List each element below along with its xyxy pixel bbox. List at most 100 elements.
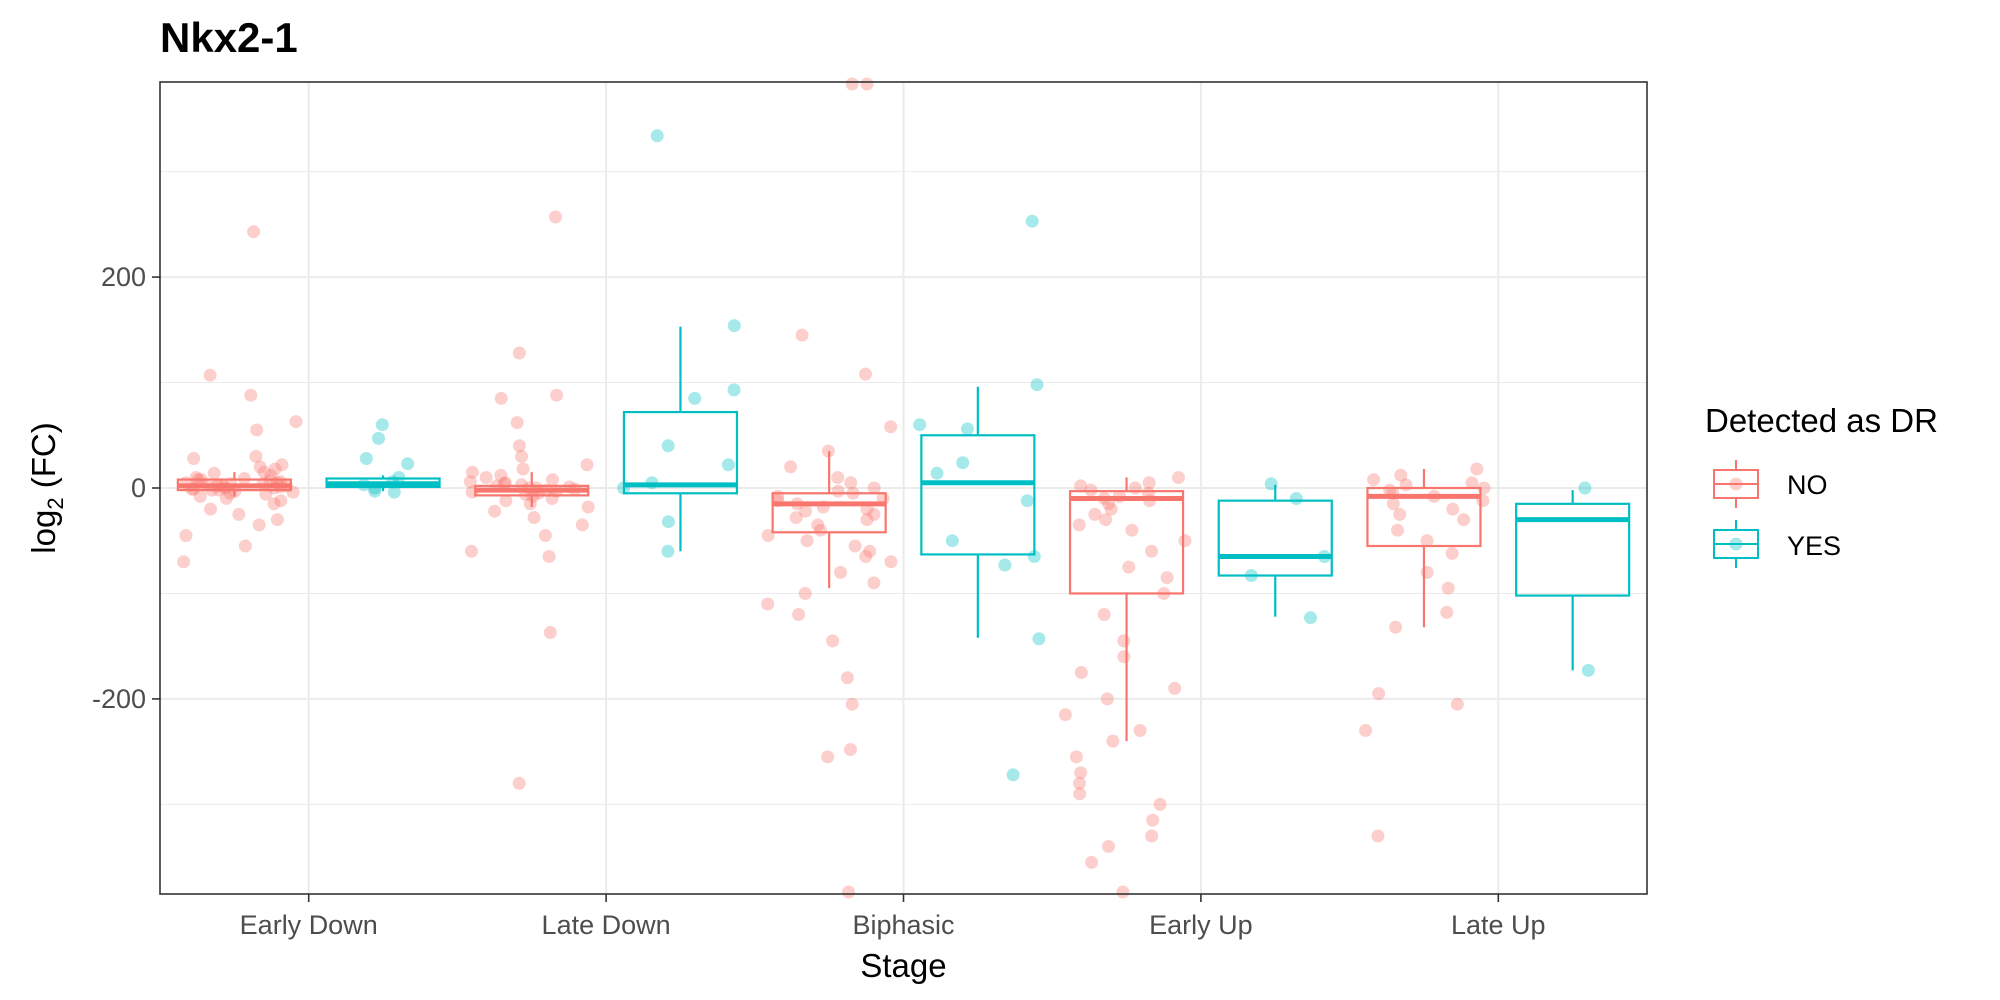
data-point-no — [543, 626, 557, 639]
data-point-no — [884, 555, 898, 569]
data-point-no — [207, 466, 221, 480]
data-point-no — [1097, 608, 1111, 621]
data-point-no — [1128, 481, 1142, 495]
x-tick-label: Late Down — [542, 910, 671, 940]
data-point-no — [512, 776, 526, 790]
box-yes — [622, 326, 739, 552]
data-point-no — [1122, 560, 1136, 574]
y-tick-label: 0 — [131, 473, 146, 503]
box-yes — [1217, 484, 1333, 617]
data-point-yes — [688, 391, 702, 405]
data-point-no — [515, 449, 529, 463]
data-point-no — [798, 587, 812, 600]
data-point-yes — [721, 458, 735, 472]
data-point-no — [250, 423, 264, 437]
box-no — [1366, 469, 1482, 628]
data-point-no — [1441, 581, 1455, 595]
data-point-no — [1446, 502, 1460, 516]
data-point-no — [844, 743, 857, 756]
legend-item-yes[interactable]: YES — [1713, 520, 1841, 568]
data-point-no — [479, 471, 493, 484]
box-iqr — [1068, 490, 1185, 595]
box-yes — [920, 386, 1036, 638]
data-point-yes — [998, 558, 1012, 572]
data-point-no — [580, 458, 594, 472]
data-point-yes — [1581, 663, 1595, 677]
data-point-no — [498, 477, 511, 491]
data-point-no — [1391, 523, 1404, 537]
data-point-no — [1367, 473, 1381, 487]
data-point-no — [1072, 518, 1086, 532]
data-point-yes — [401, 457, 415, 471]
data-point-no — [867, 507, 881, 521]
data-point-no — [821, 750, 835, 764]
data-point-no — [581, 500, 595, 514]
legend-item-no[interactable]: NO — [1713, 460, 1828, 508]
box-iqr — [1515, 502, 1631, 597]
data-point-no — [859, 367, 872, 381]
data-point-no — [550, 388, 564, 402]
box-iqr — [1366, 486, 1482, 548]
y-tick-label: 200 — [101, 262, 146, 292]
data-point-no — [859, 550, 873, 563]
data-point-yes — [1027, 550, 1041, 563]
data-point-no — [193, 489, 207, 503]
data-point-yes — [1289, 492, 1303, 505]
data-point-no — [545, 492, 559, 505]
legend-label-yes: YES — [1787, 531, 1841, 561]
legend: Detected as DR NO YES — [1705, 402, 1938, 568]
data-point-no — [249, 449, 263, 463]
data-point-no — [523, 497, 537, 511]
box-no — [771, 451, 887, 589]
data-point-no — [1085, 855, 1099, 869]
data-point-no — [516, 462, 530, 476]
data-point-yes — [930, 466, 944, 480]
x-tick-label: Late Up — [1451, 910, 1546, 940]
data-point-no — [1420, 534, 1434, 548]
data-point-no — [1117, 634, 1131, 648]
data-point-yes — [372, 431, 385, 445]
data-point-no — [575, 518, 589, 532]
box-no — [474, 472, 590, 507]
data-point-yes — [1025, 214, 1039, 228]
data-point-no — [512, 346, 526, 360]
data-point-no — [1145, 829, 1159, 843]
data-point-no — [1372, 687, 1386, 701]
data-point-no — [1069, 750, 1083, 764]
data-point-no — [1420, 565, 1434, 579]
data-point-no — [187, 452, 201, 465]
data-point-no — [1074, 666, 1088, 679]
data-point-no — [494, 468, 508, 482]
data-point-no — [203, 368, 217, 382]
data-point-yes — [960, 422, 974, 436]
box-no — [176, 472, 292, 497]
data-point-no — [842, 885, 855, 899]
data-point-no — [1386, 497, 1400, 511]
data-point-no — [465, 465, 479, 479]
data-point-no — [1073, 787, 1087, 801]
data-point-no — [204, 502, 217, 516]
data-point-no — [257, 465, 271, 479]
box-iqr — [622, 410, 739, 495]
legend-label-no: NO — [1787, 470, 1828, 500]
data-point-no — [1393, 507, 1407, 521]
data-point-no — [845, 697, 859, 711]
data-point-no — [1160, 571, 1174, 585]
data-point-no — [1125, 523, 1139, 537]
data-point-no — [177, 555, 191, 569]
data-point-yes — [375, 418, 389, 432]
data-point-no — [1100, 692, 1114, 706]
x-tick-label: Biphasic — [852, 910, 954, 940]
data-point-no — [867, 481, 881, 495]
legend-title: Detected as DR — [1705, 402, 1938, 439]
data-point-yes — [650, 129, 664, 143]
data-point-no — [867, 576, 881, 590]
data-point-no — [784, 460, 798, 474]
data-point-yes — [661, 544, 675, 558]
data-point-no — [884, 420, 898, 434]
data-point-no — [499, 494, 513, 508]
data-point-no — [1399, 478, 1413, 492]
data-point-no — [840, 671, 854, 685]
data-point-no — [549, 210, 562, 224]
data-point-no — [1371, 829, 1385, 843]
